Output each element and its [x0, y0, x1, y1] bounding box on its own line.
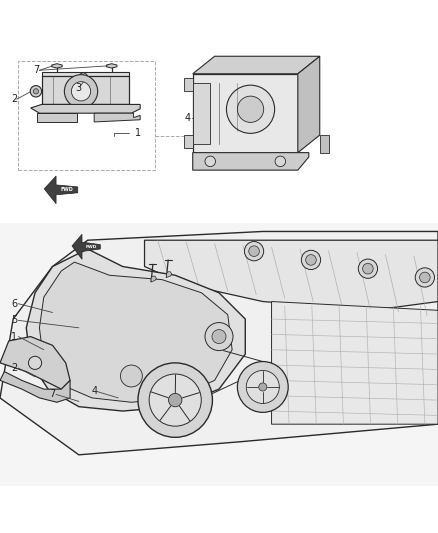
Circle shape — [237, 361, 288, 413]
Circle shape — [30, 86, 42, 97]
Circle shape — [79, 73, 88, 82]
Polygon shape — [0, 372, 70, 402]
Polygon shape — [37, 113, 77, 122]
Circle shape — [169, 393, 182, 407]
Circle shape — [149, 374, 201, 426]
Circle shape — [33, 88, 39, 94]
Circle shape — [306, 255, 316, 265]
Polygon shape — [42, 72, 129, 76]
Polygon shape — [94, 113, 140, 122]
Polygon shape — [320, 135, 328, 152]
Circle shape — [244, 241, 264, 261]
Polygon shape — [26, 249, 245, 411]
Circle shape — [363, 263, 373, 274]
Text: 4: 4 — [185, 114, 191, 124]
Circle shape — [415, 268, 434, 287]
Circle shape — [120, 365, 142, 387]
Text: 3: 3 — [75, 83, 81, 93]
Polygon shape — [39, 262, 232, 402]
Text: FWD: FWD — [60, 188, 73, 192]
Circle shape — [138, 363, 212, 437]
Text: 1: 1 — [11, 332, 17, 342]
Text: 1: 1 — [135, 128, 141, 139]
Circle shape — [205, 322, 233, 351]
Polygon shape — [151, 276, 156, 282]
Polygon shape — [31, 104, 140, 113]
Polygon shape — [193, 152, 309, 170]
Polygon shape — [193, 83, 210, 144]
Circle shape — [246, 370, 279, 403]
Polygon shape — [72, 235, 100, 259]
Polygon shape — [52, 64, 62, 68]
Polygon shape — [44, 176, 78, 204]
FancyBboxPatch shape — [0, 223, 438, 486]
Circle shape — [259, 383, 267, 391]
Polygon shape — [0, 336, 70, 389]
Circle shape — [71, 82, 91, 101]
Polygon shape — [106, 64, 117, 68]
Text: 6: 6 — [11, 298, 17, 309]
Polygon shape — [184, 78, 193, 91]
Text: 2: 2 — [11, 94, 17, 104]
Circle shape — [358, 259, 378, 278]
Polygon shape — [166, 272, 172, 278]
Polygon shape — [145, 240, 438, 310]
Polygon shape — [298, 56, 320, 152]
Circle shape — [275, 156, 286, 167]
Polygon shape — [0, 231, 438, 455]
Polygon shape — [42, 76, 129, 104]
Polygon shape — [193, 56, 320, 74]
Text: 7: 7 — [49, 390, 55, 399]
Circle shape — [301, 251, 321, 270]
Circle shape — [81, 75, 85, 79]
Text: 5: 5 — [11, 316, 17, 325]
Text: FWD: FWD — [85, 245, 97, 249]
Circle shape — [64, 75, 98, 108]
Text: 4: 4 — [92, 386, 98, 397]
Circle shape — [212, 329, 226, 344]
Polygon shape — [184, 135, 193, 148]
Polygon shape — [272, 302, 438, 424]
Text: 2: 2 — [11, 363, 17, 373]
Circle shape — [226, 85, 275, 133]
Circle shape — [420, 272, 430, 282]
Circle shape — [249, 246, 259, 256]
Circle shape — [237, 96, 264, 123]
Text: 7: 7 — [33, 65, 39, 75]
Circle shape — [28, 356, 42, 369]
Circle shape — [205, 156, 215, 167]
Polygon shape — [193, 74, 298, 152]
